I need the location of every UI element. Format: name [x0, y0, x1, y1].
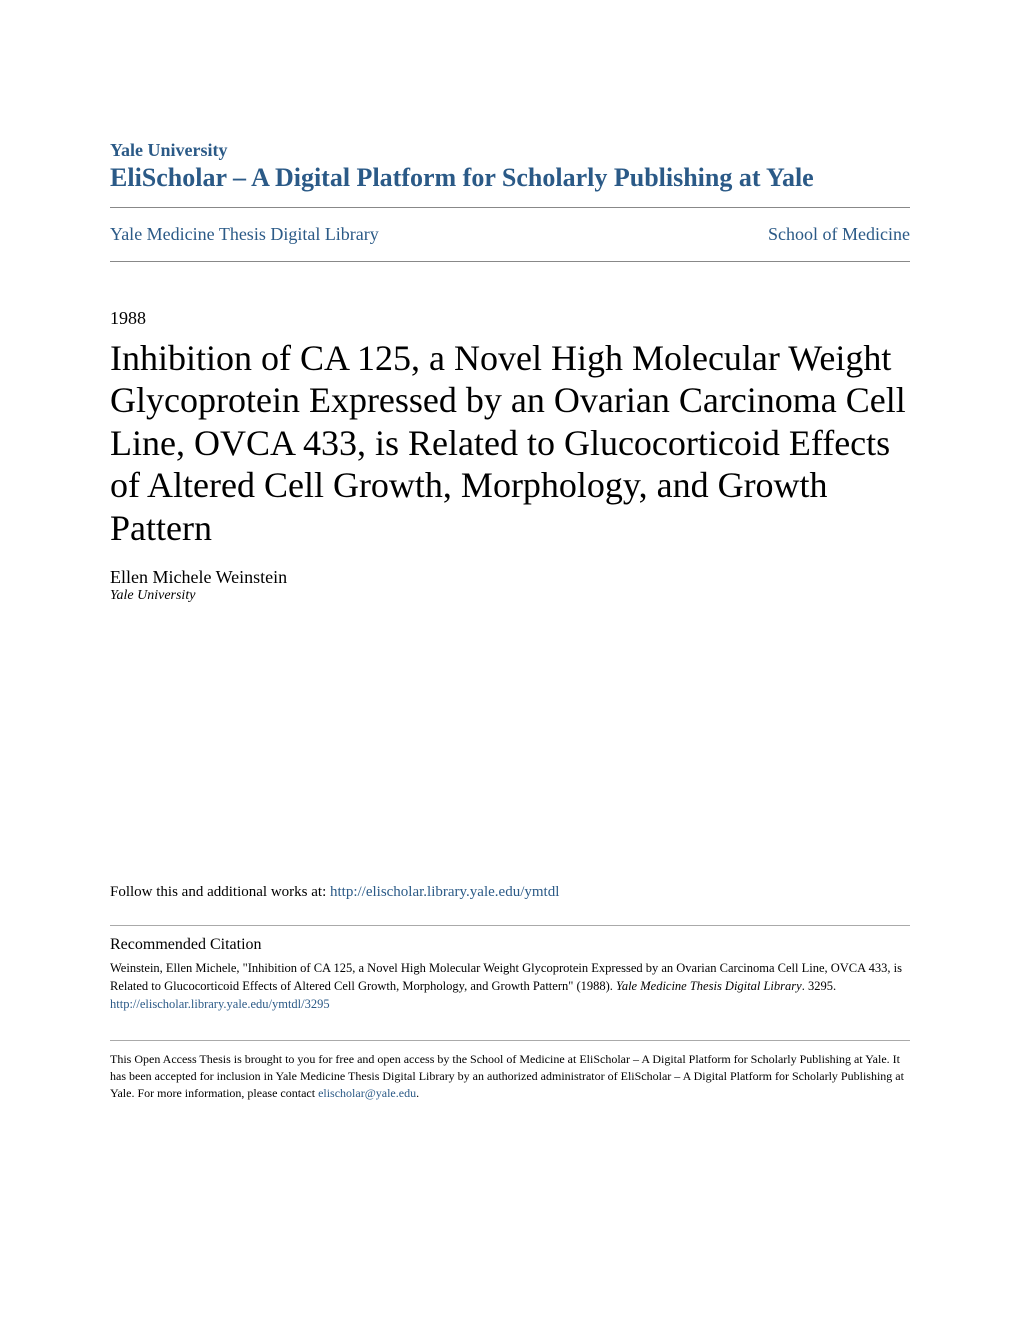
footer-text-2: . — [416, 1086, 419, 1100]
nav-row: Yale Medicine Thesis Digital Library Sch… — [110, 208, 910, 261]
citation-header: Recommended Citation — [110, 936, 910, 954]
nav-library-link[interactable]: Yale Medicine Thesis Digital Library — [110, 224, 379, 245]
publication-year: 1988 — [110, 308, 910, 329]
paper-title: Inhibition of CA 125, a Novel High Molec… — [110, 337, 910, 549]
follow-line: Follow this and additional works at: htt… — [110, 884, 910, 901]
citation-body: Weinstein, Ellen Michele, "Inhibition of… — [110, 960, 910, 995]
citation-text-2: . 3295. — [802, 979, 836, 993]
follow-prefix: Follow this and additional works at: — [110, 884, 330, 900]
footer-email-link[interactable]: elischolar@yale.edu — [318, 1086, 416, 1100]
spacer — [110, 604, 910, 884]
follow-link[interactable]: http://elischolar.library.yale.edu/ymtdl — [330, 884, 559, 900]
citation-divider — [110, 925, 910, 926]
header-institution[interactable]: Yale University — [110, 140, 910, 161]
divider-bottom — [110, 261, 910, 262]
header-platform[interactable]: EliScholar – A Digital Platform for Scho… — [110, 163, 910, 193]
footer-divider — [110, 1040, 910, 1041]
nav-school-link[interactable]: School of Medicine — [768, 224, 910, 245]
citation-italic: Yale Medicine Thesis Digital Library — [616, 979, 802, 993]
citation-link[interactable]: http://elischolar.library.yale.edu/ymtdl… — [110, 997, 910, 1012]
author-name: Ellen Michele Weinstein — [110, 567, 910, 588]
footer-text: This Open Access Thesis is brought to yo… — [110, 1051, 910, 1101]
footer-text-1: This Open Access Thesis is brought to yo… — [110, 1052, 904, 1100]
author-affiliation: Yale University — [110, 588, 910, 604]
